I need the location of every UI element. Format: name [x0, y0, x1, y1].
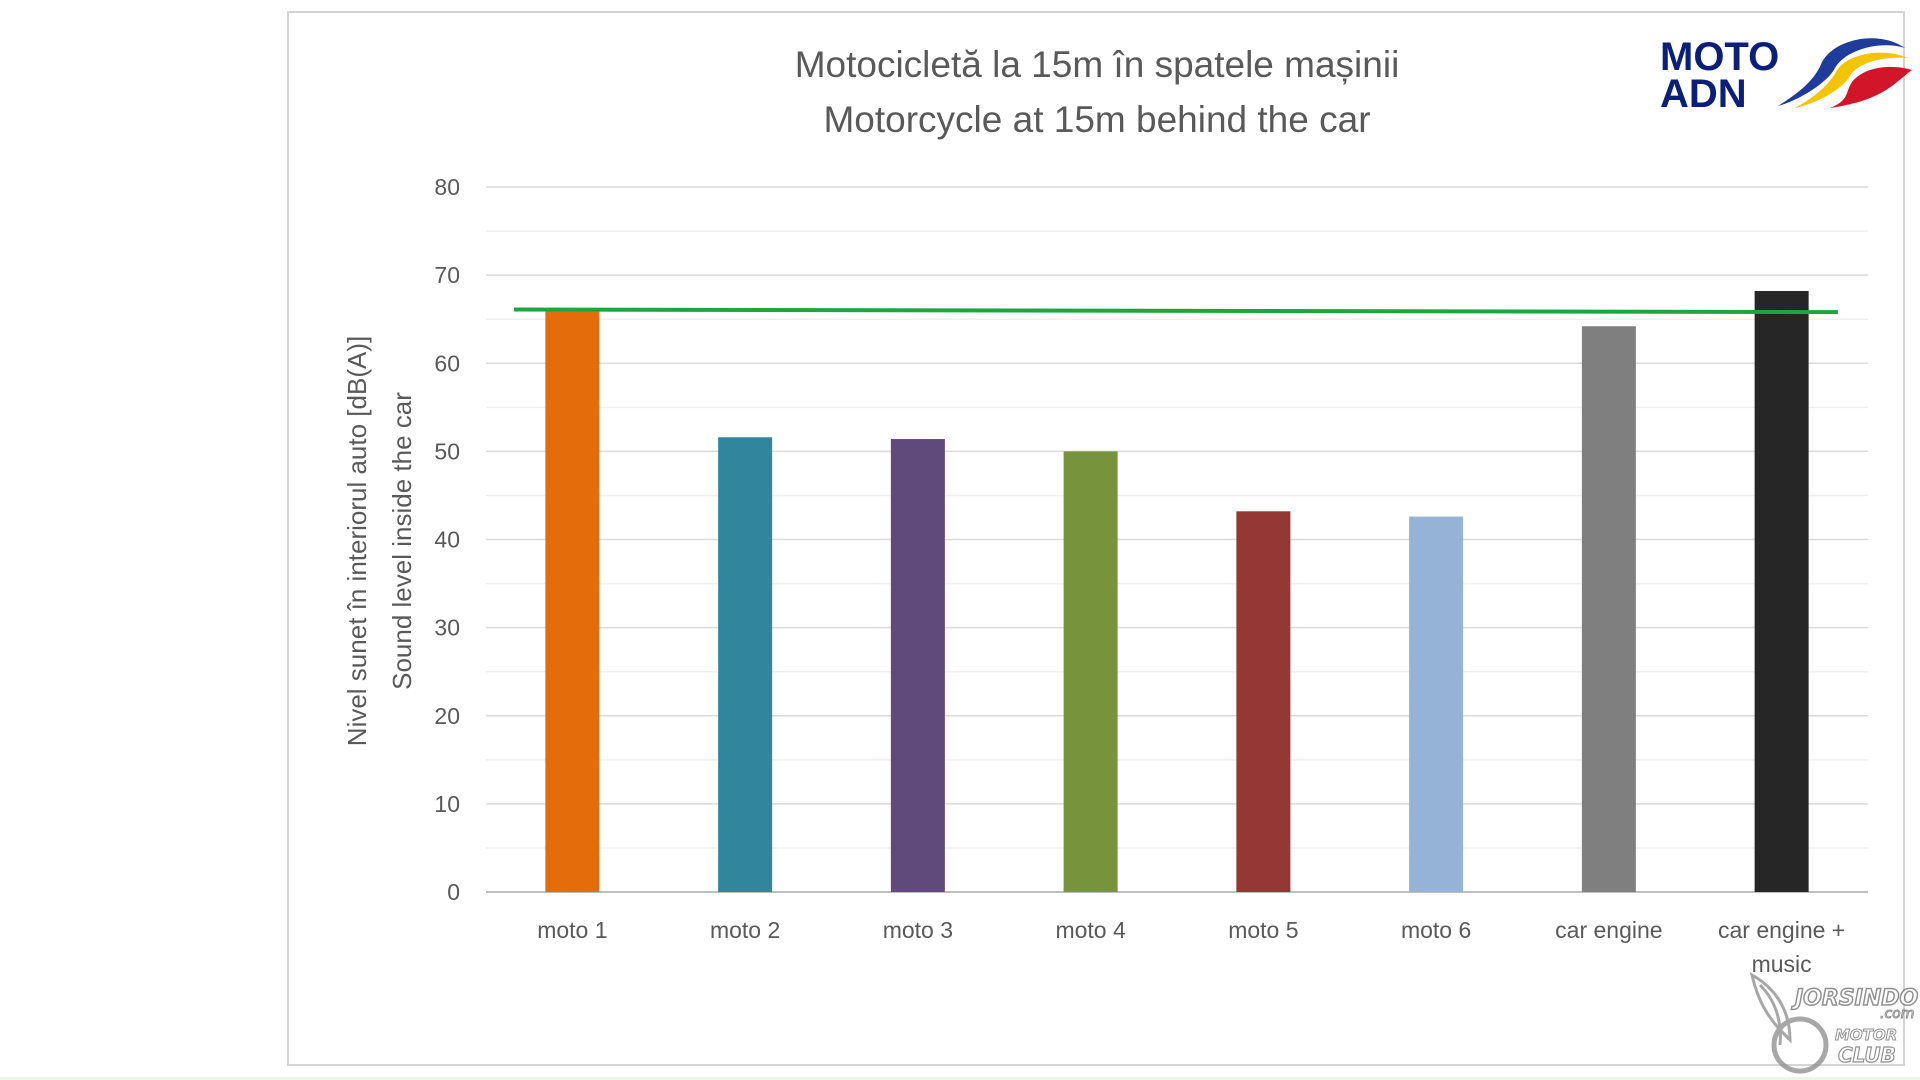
logo-swoosh-icon: [1778, 38, 1905, 106]
y-tick-label: 0: [447, 879, 460, 905]
chart-title-ro: Motocicletă la 15m în spatele mașinii: [795, 44, 1400, 85]
bar: [1409, 516, 1464, 892]
x-tick-labels: moto 1 moto 2 moto 3 moto 4 moto 5 moto 6 car …: [537, 917, 1845, 977]
bar: [718, 437, 773, 892]
bottom-strip: [0, 1077, 1920, 1080]
y-tick-label: 60: [434, 350, 460, 376]
logo-text-moto: MOTO: [1660, 35, 1779, 79]
bar: [890, 439, 945, 892]
y-tick-label: 10: [434, 791, 460, 817]
watermark-club: CLUB: [1838, 1043, 1896, 1067]
bar: [1236, 511, 1291, 892]
x-tick-label: moto 6: [1401, 917, 1471, 943]
logo-swoosh-stripe: [1795, 52, 1908, 108]
x-tick-label: moto 3: [883, 917, 953, 943]
y-tick-labels: 0 10 20 30 40 50 60 70 80: [434, 174, 460, 905]
y-tick-label: 40: [434, 527, 460, 553]
y-axis-label-en: Sound level inside the car: [387, 392, 417, 690]
bars-layer: [545, 290, 1809, 892]
y-tick-label: 30: [434, 615, 460, 641]
moto-adn-logo: MOTO ADN: [1660, 35, 1912, 116]
x-tick-label: moto 4: [1055, 917, 1126, 943]
reference-line-layer: [513, 307, 1839, 315]
y-tick-label: 80: [434, 174, 460, 200]
x-tick-label: car engine +: [1718, 917, 1845, 943]
bar: [545, 310, 600, 892]
watermark-brand: JORSINDO: [1791, 986, 1918, 1011]
bar: [1581, 326, 1636, 892]
y-tick-label: 50: [434, 438, 460, 464]
grid-layer: [486, 186, 1868, 893]
logo-swoosh-stripe: [1830, 66, 1912, 108]
logo-text-adn: ADN: [1660, 72, 1747, 116]
x-tick-label: car engine: [1555, 917, 1662, 943]
bar: [1063, 451, 1118, 892]
x-tick-label: music: [1752, 951, 1812, 977]
x-tick-label: moto 1: [537, 917, 607, 943]
jorsindo-watermark: JORSINDO .com MOTOR CLUB: [1749, 972, 1919, 1074]
watermark-motor: MOTOR: [1835, 1026, 1897, 1044]
bar: [1754, 290, 1809, 892]
y-axis-label-ro: Nivel sunet în interiorul auto [dB(A)]: [342, 336, 372, 746]
chart-title-en: Motorcycle at 15m behind the car: [823, 99, 1370, 140]
y-tick-label: 20: [434, 703, 460, 729]
watermark-domain: .com: [1880, 1006, 1914, 1022]
x-tick-label: moto 5: [1228, 917, 1298, 943]
wing-icon: [1749, 972, 1792, 1046]
y-tick-label: 70: [434, 262, 460, 288]
tire-icon: [1771, 1016, 1829, 1074]
x-tick-label: moto 2: [710, 917, 780, 943]
reference-line: [513, 307, 1839, 315]
